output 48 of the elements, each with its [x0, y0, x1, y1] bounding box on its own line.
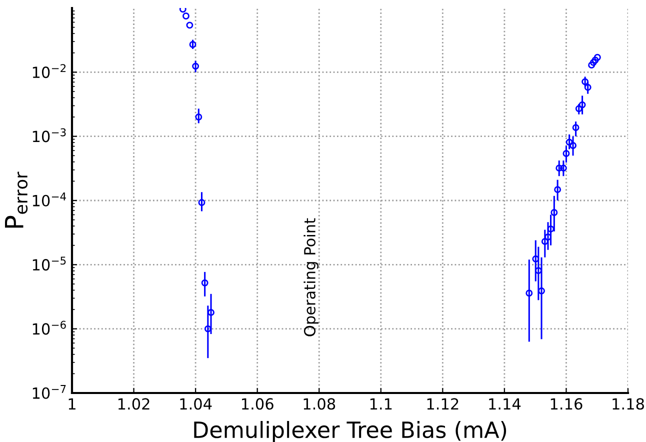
point: [186, 22, 194, 29]
point: [526, 290, 533, 297]
y-tick-label: 10$^{−7}$: [32, 385, 66, 399]
point: [590, 58, 597, 66]
point: [192, 62, 200, 70]
point: [208, 308, 214, 316]
x-tick-label: 1.18: [612, 398, 644, 410]
point: [560, 164, 567, 172]
point: [594, 54, 601, 61]
point: [556, 164, 563, 172]
point: [532, 255, 540, 262]
x-tick-label: 1.04: [180, 398, 212, 410]
x-tick-label: 1: [68, 398, 76, 410]
x-axis-title: Demuliplexer Tree Bias (mA): [194, 420, 506, 442]
point: [204, 325, 212, 332]
x-tick-label: 1.1: [370, 398, 392, 410]
point: [570, 142, 576, 149]
point: [189, 41, 196, 48]
y-axis-title: P$_{error}$: [5, 172, 28, 228]
point: [588, 62, 596, 69]
y-tick-label: 10$^{−4}$: [32, 192, 66, 206]
annotation: Operating Point: [304, 218, 318, 336]
y-tick-label: 10$^{−2}$: [32, 64, 66, 78]
x-tick-label: 1.02: [118, 398, 150, 410]
x-tick-label: 1.06: [242, 398, 274, 410]
point: [547, 226, 554, 232]
x-tick-label: 1.16: [550, 398, 582, 410]
y-tick-label: 10$^{−3}$: [32, 128, 66, 142]
point: [538, 287, 545, 294]
point: [566, 138, 573, 146]
point: [592, 56, 599, 64]
point: [195, 114, 202, 120]
point: [554, 186, 562, 194]
point: [182, 12, 190, 20]
point: [550, 209, 558, 216]
x-tick-label: 1.14: [489, 398, 521, 410]
point: [584, 84, 592, 91]
point: [541, 238, 548, 245]
x-tick-label: 1.08: [304, 398, 336, 410]
x-tick-label: 1.12: [427, 398, 458, 410]
point: [562, 150, 570, 157]
point: [578, 101, 586, 108]
point: [572, 124, 580, 132]
point: [201, 279, 208, 286]
y-tick-label: 10$^{−6}$: [32, 320, 66, 335]
point: [582, 78, 589, 86]
point: [198, 199, 206, 206]
y-tick-label: 10$^{−5}$: [32, 256, 66, 271]
